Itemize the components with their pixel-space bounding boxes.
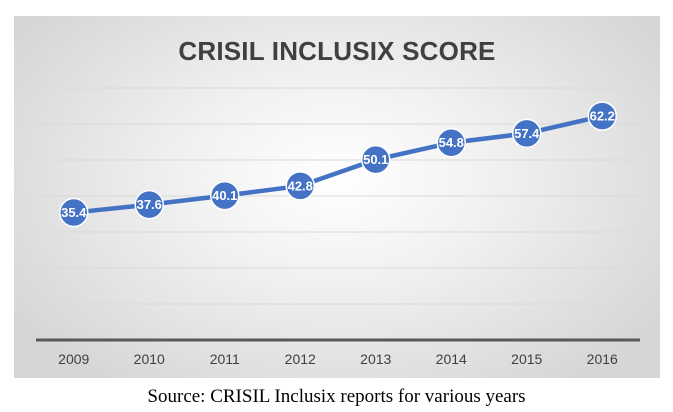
data-label: 40.1 (212, 188, 237, 203)
source-caption: Source: CRISIL Inclusix reports for vari… (147, 386, 526, 407)
line-chart: 2009 2010 2011 2012 2013 2014 2015 2016 35.4 37.6… (36, 87, 640, 367)
x-tick-label: 2012 (285, 351, 316, 367)
x-tick-label: 2010 (134, 351, 165, 367)
x-tick-label: 2015 (511, 351, 542, 367)
data-point (210, 180, 240, 211)
data-label: 42.8 (288, 178, 313, 193)
x-tick-label: 2014 (436, 351, 467, 367)
x-tick-label: 2013 (360, 351, 391, 367)
data-point (436, 127, 466, 158)
data-label: 54.8 (439, 135, 464, 150)
x-tick-label: 2016 (587, 351, 618, 367)
data-label: 37.6 (137, 197, 162, 212)
data-point (285, 171, 315, 201)
data-label: 57.4 (514, 126, 540, 141)
chart-title: CRISIL INCLUSIX SCORE (178, 36, 496, 66)
data-point (512, 118, 542, 149)
data-label: 35.4 (61, 205, 87, 220)
data-label: 50.1 (363, 152, 388, 167)
data-point (361, 144, 391, 175)
data-point (59, 197, 89, 228)
x-tick-label: 2009 (58, 351, 89, 367)
data-point (587, 101, 617, 131)
x-tick-label: 2011 (210, 351, 240, 367)
chart-frame: CRISIL INCLUSIX SCORE 2009 2010 2011 2012 20… (14, 16, 660, 378)
data-point (134, 189, 164, 220)
data-label: 62.2 (590, 109, 615, 124)
